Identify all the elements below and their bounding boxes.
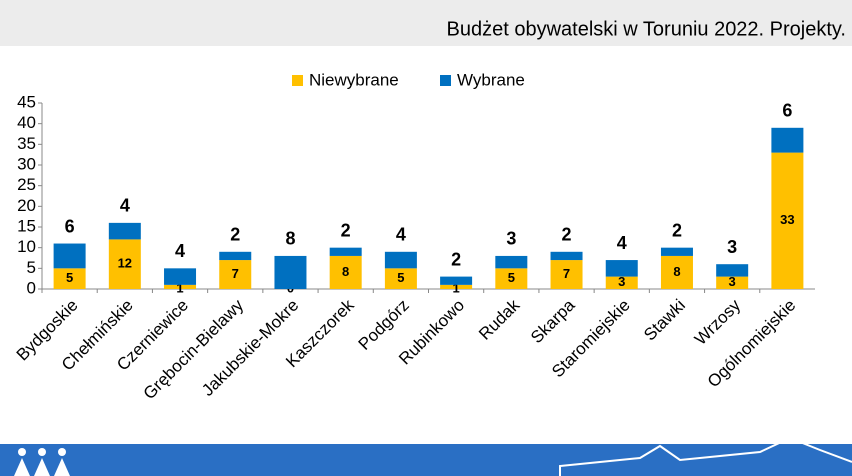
x-tick-label: Jakubskie-Mokre xyxy=(198,296,302,400)
x-tick-label: Grębocin-Bielawy xyxy=(140,295,248,403)
bar-segment xyxy=(274,255,307,289)
legend-swatch xyxy=(292,75,303,86)
segment-label: 3 xyxy=(618,274,625,289)
bar-segment xyxy=(53,243,86,269)
bar-segment xyxy=(108,222,141,240)
bar-segment xyxy=(605,260,638,277)
segment-label: 7 xyxy=(232,266,239,281)
bar-segment xyxy=(495,268,528,289)
segment-label: 7 xyxy=(563,266,570,281)
segment-label: 5 xyxy=(66,270,73,285)
bar-segment xyxy=(660,255,693,289)
bar-segment xyxy=(550,251,583,261)
footer-icons xyxy=(14,448,70,476)
y-tick-label: 10 xyxy=(17,237,36,256)
total-label: 8 xyxy=(285,229,295,249)
y-tick-label: 45 xyxy=(17,92,36,111)
legend-label: Niewybrane xyxy=(309,70,399,89)
bar-segment xyxy=(440,276,473,285)
segment-label: 5 xyxy=(508,270,515,285)
bar-segment xyxy=(53,268,86,289)
bar-segment xyxy=(164,284,197,289)
footer-band xyxy=(0,444,852,476)
bar-segment xyxy=(384,251,417,269)
total-label: 6 xyxy=(782,101,792,121)
bar-segment xyxy=(329,255,362,289)
y-tick-label: 0 xyxy=(27,278,36,297)
bar-segment xyxy=(440,284,473,289)
segment-label: 8 xyxy=(673,264,680,279)
total-label: 3 xyxy=(727,237,737,257)
bar-segment xyxy=(495,255,528,269)
y-tick-label: 5 xyxy=(27,258,36,277)
segment-label: 5 xyxy=(397,270,404,285)
bar-segment xyxy=(329,247,362,256)
total-label: 2 xyxy=(451,249,461,269)
bar-segment xyxy=(716,276,749,289)
segment-label: 8 xyxy=(342,264,349,279)
x-tick-label: Stawki xyxy=(640,296,689,345)
y-tick-label: 25 xyxy=(17,175,36,194)
x-tick-label: Skarpa xyxy=(527,295,579,347)
bar-segment xyxy=(771,152,804,289)
total-label: 4 xyxy=(175,241,185,261)
total-label: 2 xyxy=(562,225,572,245)
x-tick-label: Wrzosy xyxy=(691,295,745,349)
y-tick-label: 40 xyxy=(17,113,36,132)
bar-segment xyxy=(660,247,693,256)
bar-segment xyxy=(771,127,804,153)
segment-label: 3 xyxy=(729,274,736,289)
total-label: 2 xyxy=(341,220,351,240)
bar-segment xyxy=(384,268,417,289)
total-label: 3 xyxy=(506,229,516,249)
footer-skyline xyxy=(559,436,852,476)
bar-segment xyxy=(716,264,749,277)
x-tick-label: Rudak xyxy=(475,295,524,344)
total-label: 4 xyxy=(396,225,406,245)
legend-swatch xyxy=(440,75,451,86)
total-label: 2 xyxy=(672,220,682,240)
bar-segment xyxy=(550,260,583,289)
y-tick-label: 30 xyxy=(17,154,36,173)
y-tick-label: 20 xyxy=(17,196,36,215)
header-band xyxy=(0,0,852,46)
bar-segment xyxy=(108,239,141,289)
total-label: 2 xyxy=(230,225,240,245)
segment-label: 1 xyxy=(452,280,459,295)
total-label: 4 xyxy=(617,233,627,253)
bar-segment xyxy=(219,260,252,289)
bar-segment xyxy=(219,251,252,261)
bar-segment xyxy=(164,268,197,285)
segment-label: 12 xyxy=(118,256,132,271)
y-tick-label: 15 xyxy=(17,216,36,235)
segment-label: 1 xyxy=(176,280,183,295)
chart-title: Budżet obywatelski w Toruniu 2022. Proje… xyxy=(447,18,846,40)
y-tick-label: 35 xyxy=(17,134,36,153)
legend-label: Wybrane xyxy=(457,70,525,89)
segment-label: 33 xyxy=(780,212,794,227)
total-label: 6 xyxy=(65,216,75,236)
total-label: 4 xyxy=(120,196,130,216)
bar-segment xyxy=(605,276,638,289)
